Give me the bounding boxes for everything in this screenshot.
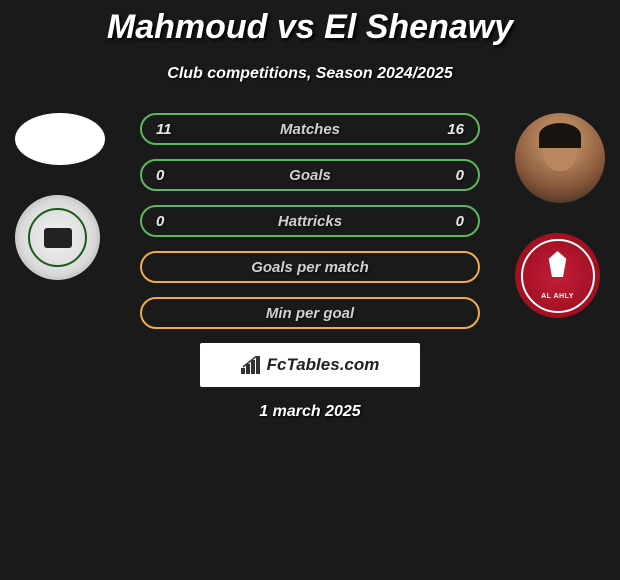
stat-label: Min per goal xyxy=(266,305,354,322)
stat-left-value: 11 xyxy=(156,121,176,138)
player-left-club-badge xyxy=(15,195,100,280)
stat-left-value: 0 xyxy=(156,213,176,230)
player-right-column: AL AHLY xyxy=(515,113,605,318)
date-label: 1 march 2025 xyxy=(0,403,620,421)
page-title: Mahmoud vs El Shenawy xyxy=(0,8,620,47)
branding-badge: FcTables.com xyxy=(200,343,420,387)
stat-right-value: 0 xyxy=(444,213,464,230)
stat-label: Matches xyxy=(280,121,340,138)
stat-row-matches: 11 Matches 16 xyxy=(140,113,480,145)
player-right-club-badge: AL AHLY xyxy=(515,233,600,318)
player-left-avatar xyxy=(15,113,105,165)
club-right-label: AL AHLY xyxy=(541,293,574,300)
player-left-column xyxy=(15,113,105,280)
stat-right-value: 16 xyxy=(444,121,464,138)
stats-area: AL AHLY 11 Matches 16 0 Goals 0 0 Hattri… xyxy=(0,113,620,329)
stat-left-value: 0 xyxy=(156,167,176,184)
stat-row-hattricks: 0 Hattricks 0 xyxy=(140,205,480,237)
stat-label: Hattricks xyxy=(278,213,342,230)
stat-row-min-per-goal: Min per goal xyxy=(140,297,480,329)
comparison-card: Mahmoud vs El Shenawy Club competitions,… xyxy=(0,0,620,421)
branding-text: FcTables.com xyxy=(267,355,380,375)
stat-label: Goals xyxy=(289,167,331,184)
stat-right-value: 0 xyxy=(444,167,464,184)
stat-row-goals-per-match: Goals per match xyxy=(140,251,480,283)
player-right-avatar xyxy=(515,113,605,203)
stat-label: Goals per match xyxy=(251,259,369,276)
chart-icon xyxy=(241,356,263,374)
stat-row-goals: 0 Goals 0 xyxy=(140,159,480,191)
subtitle: Club competitions, Season 2024/2025 xyxy=(0,65,620,83)
stat-rows: 11 Matches 16 0 Goals 0 0 Hattricks 0 Go… xyxy=(140,113,480,329)
